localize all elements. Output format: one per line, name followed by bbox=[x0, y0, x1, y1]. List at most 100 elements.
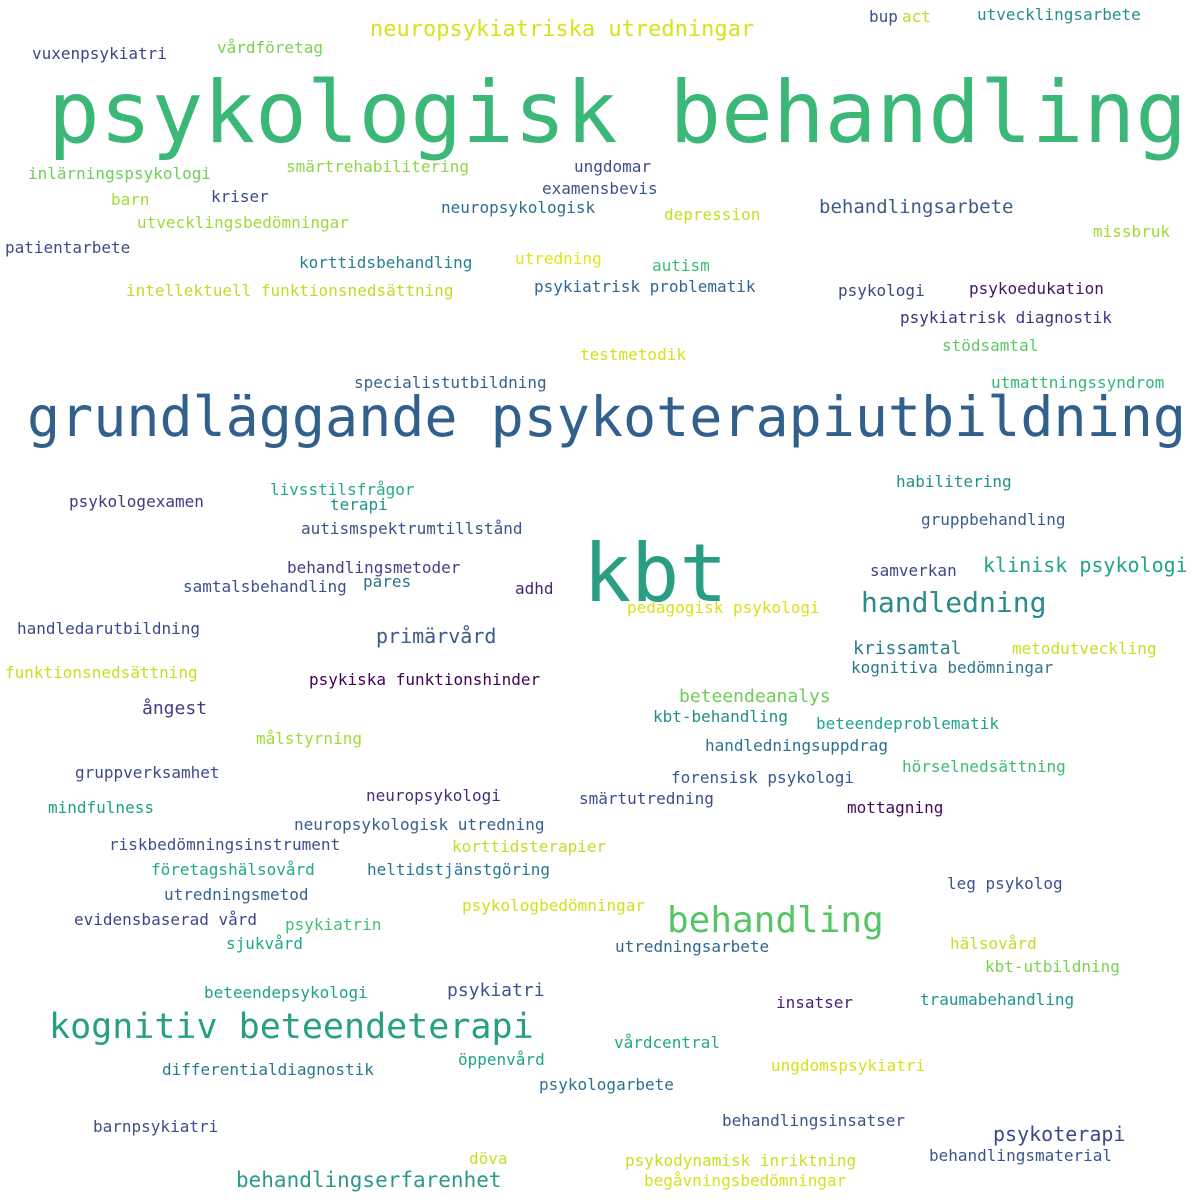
word-cloud-term: företagshälsovård bbox=[151, 860, 315, 879]
word-cloud-term: utredningsarbete bbox=[615, 937, 770, 956]
word-cloud-term: mottagning bbox=[847, 798, 944, 817]
word-cloud-term: psykologbedömningar bbox=[462, 896, 646, 915]
word-cloud-term: examensbevis bbox=[542, 179, 658, 198]
word-cloud-term: terapi bbox=[330, 495, 388, 514]
word-cloud-term: specialistutbildning bbox=[354, 373, 547, 392]
word-cloud-term: målstyrning bbox=[256, 729, 362, 748]
word-cloud-term: psykoedukation bbox=[969, 279, 1104, 298]
word-cloud-term: handledning bbox=[861, 586, 1047, 619]
word-cloud-term: utmattningssyndrom bbox=[991, 373, 1165, 392]
word-cloud-term: kognitiv beteendeterapi bbox=[49, 1007, 534, 1047]
word-cloud-term: sjukvård bbox=[226, 934, 304, 953]
word-cloud-term: ungdomar bbox=[574, 157, 652, 176]
word-cloud-term: behandlingsmaterial bbox=[929, 1146, 1113, 1165]
word-cloud-term: neuropsykiatriska utredningar bbox=[370, 17, 755, 42]
word-cloud-term: vårdcentral bbox=[614, 1033, 720, 1052]
word-cloud-term: barn bbox=[111, 190, 150, 209]
word-cloud-term: vuxenpsykiatri bbox=[32, 44, 167, 63]
word-cloud-term: döva bbox=[469, 1149, 508, 1168]
word-cloud-term: pedagogisk psykologi bbox=[627, 598, 820, 617]
word-cloud-term: kognitiva bedömningar bbox=[851, 658, 1054, 677]
word-cloud-term: neuropsykologisk bbox=[441, 198, 596, 217]
word-cloud-term: psykiatri bbox=[447, 980, 545, 1001]
word-cloud-term: stödsamtal bbox=[942, 336, 1039, 355]
word-cloud-term: habilitering bbox=[896, 472, 1012, 491]
word-cloud-term: utvecklingsarbete bbox=[977, 5, 1141, 24]
word-cloud-term: psykologarbete bbox=[539, 1075, 674, 1094]
word-cloud-term: autismspektrumtillstånd bbox=[301, 519, 523, 538]
word-cloud-term: beteendeanalys bbox=[679, 686, 831, 707]
word-cloud-term: krissamtal bbox=[853, 638, 962, 659]
word-cloud-term: kbt-behandling bbox=[653, 707, 788, 726]
word-cloud-term: barnpsykiatri bbox=[93, 1117, 219, 1136]
word-cloud-term: kbt-utbildning bbox=[985, 957, 1120, 976]
word-cloud-term: mindfulness bbox=[48, 798, 154, 817]
word-cloud-term: patientarbete bbox=[5, 238, 131, 257]
word-cloud-term: klinisk psykologi bbox=[983, 553, 1188, 577]
word-cloud-term: utvecklingsbedömningar bbox=[137, 213, 349, 232]
word-cloud-term: pares bbox=[363, 572, 412, 591]
word-cloud-term: testmetodik bbox=[580, 345, 686, 364]
word-cloud-term: behandlingsarbete bbox=[819, 196, 1014, 218]
word-cloud-term: kriser bbox=[211, 187, 269, 206]
word-cloud-term: smärtrehabilitering bbox=[286, 157, 470, 176]
word-cloud-term: funktionsnedsättning bbox=[5, 663, 198, 682]
word-cloud-term: neuropsykologi bbox=[366, 786, 501, 805]
word-cloud-term: öppenvård bbox=[458, 1050, 545, 1069]
word-cloud-term: bup bbox=[869, 7, 898, 26]
word-cloud-term: handledarutbildning bbox=[17, 619, 201, 638]
word-cloud-term: beteendeproblematik bbox=[816, 714, 1000, 733]
word-cloud-term: traumabehandling bbox=[920, 990, 1075, 1009]
word-cloud-term: vårdföretag bbox=[217, 38, 323, 57]
word-cloud-term: korttidsterapier bbox=[452, 837, 607, 856]
word-cloud-term: psykiatrisk diagnostik bbox=[900, 308, 1112, 327]
word-cloud-term: utredning bbox=[515, 249, 602, 268]
word-cloud-term: ångest bbox=[142, 698, 208, 719]
word-cloud-term: gruppverksamhet bbox=[75, 763, 220, 782]
word-cloud-term: inlärningspsykologi bbox=[28, 164, 212, 183]
word-cloud-term: evidensbaserad vård bbox=[74, 910, 258, 929]
word-cloud-term: autism bbox=[652, 256, 710, 275]
word-cloud-term: kbt bbox=[583, 527, 728, 620]
word-cloud-term: korttidsbehandling bbox=[299, 253, 473, 272]
word-cloud-term: psykiska funktionshinder bbox=[309, 670, 541, 689]
word-cloud-term: behandlingserfarenhet bbox=[236, 1168, 502, 1192]
word-cloud-term: adhd bbox=[515, 579, 554, 598]
word-cloud-term: neuropsykologisk utredning bbox=[294, 815, 545, 834]
word-cloud-term: metodutveckling bbox=[1012, 639, 1157, 658]
word-cloud-term: samtalsbehandling bbox=[183, 577, 347, 596]
word-cloud-term: begåvningsbedömningar bbox=[644, 1171, 847, 1190]
word-cloud-term: livsstilsfrågor bbox=[270, 480, 415, 499]
word-cloud-term: psykiatrin bbox=[285, 915, 382, 934]
word-cloud-term: handledningsuppdrag bbox=[705, 736, 889, 755]
word-cloud-term: psykologexamen bbox=[69, 492, 204, 511]
word-cloud-term: utredningsmetod bbox=[164, 885, 309, 904]
word-cloud-term: riskbedömningsinstrument bbox=[109, 835, 341, 854]
word-cloud-term: missbruk bbox=[1093, 222, 1171, 241]
word-cloud-term: gruppbehandling bbox=[921, 510, 1066, 529]
word-cloud-term: psykologisk behandling bbox=[48, 63, 1188, 163]
word-cloud-term: hälsovård bbox=[950, 934, 1037, 953]
word-cloud-term: psykiatrisk problematik bbox=[534, 277, 756, 296]
word-cloud-term: differentialdiagnostik bbox=[162, 1060, 374, 1079]
word-cloud-term: primärvård bbox=[376, 624, 497, 648]
word-cloud-term: behandlingsmetoder bbox=[287, 558, 461, 577]
word-cloud-term: grundläggande psykoterapiutbildning bbox=[27, 385, 1186, 449]
word-cloud-term: act bbox=[902, 7, 931, 26]
word-cloud-term: forensisk psykologi bbox=[671, 768, 855, 787]
word-cloud-term: depression bbox=[664, 205, 761, 224]
word-cloud-term: leg psykolog bbox=[947, 874, 1063, 893]
word-cloud-term: hörselnedsättning bbox=[902, 757, 1066, 776]
word-cloud-term: psykoterapi bbox=[993, 1122, 1126, 1146]
word-cloud-term: heltidstjänstgöring bbox=[367, 860, 551, 879]
word-cloud-term: insatser bbox=[776, 993, 854, 1012]
word-cloud-term: behandling bbox=[667, 900, 884, 941]
word-cloud-term: psykodynamisk inriktning bbox=[625, 1151, 857, 1170]
word-cloud-term: smärtutredning bbox=[579, 789, 714, 808]
word-cloud-term: behandlingsinsatser bbox=[722, 1111, 906, 1130]
word-cloud-term: ungdomspsykiatri bbox=[771, 1056, 926, 1075]
word-cloud-term: samverkan bbox=[870, 561, 957, 580]
word-cloud-term: beteendepsykologi bbox=[204, 983, 368, 1002]
word-cloud-term: psykologi bbox=[838, 281, 925, 300]
